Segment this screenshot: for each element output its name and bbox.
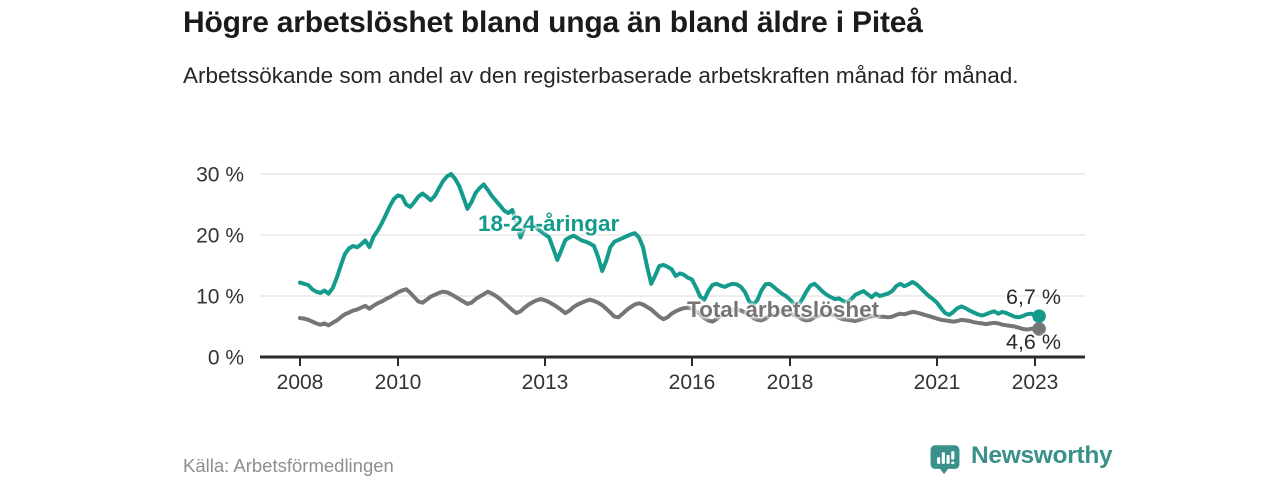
svg-text:2016: 2016 (669, 371, 716, 394)
series-label-total: Total arbetslöshet (687, 297, 880, 322)
page-title: Högre arbetslöshet bland unga än bland ä… (183, 6, 923, 39)
bubble-bar-chart-icon (930, 445, 960, 475)
brand-name: Newsworthy (971, 442, 1113, 469)
newsworthy-logo: Newsworthy (928, 442, 1113, 476)
svg-text:2021: 2021 (914, 371, 961, 394)
svg-text:30 %: 30 % (196, 164, 244, 187)
svg-text:10 %: 10 % (196, 286, 244, 309)
end-value-label-total: 4,6 % (1006, 330, 1061, 354)
svg-text:2013: 2013 (522, 371, 569, 394)
svg-text:20 %: 20 % (196, 225, 244, 248)
svg-text:2010: 2010 (375, 371, 422, 394)
chart-subtitle: Arbetssökande som andel av den registerb… (183, 63, 1019, 88)
svg-text:0 %: 0 % (208, 347, 244, 370)
end-value-label-youth: 6,7 % (1006, 285, 1061, 309)
svg-text:2018: 2018 (767, 371, 814, 394)
line-chart: 0 % 10 % 20 % 30 % 2008 2010 2013 2016 2018 2021 2… (196, 164, 1085, 394)
svg-text:2023: 2023 (1012, 371, 1059, 394)
source-note: Källa: Arbetsförmedlingen (183, 455, 394, 476)
svg-text:2008: 2008 (277, 371, 324, 394)
series-label-youth: 18-24-åringar (478, 211, 620, 236)
